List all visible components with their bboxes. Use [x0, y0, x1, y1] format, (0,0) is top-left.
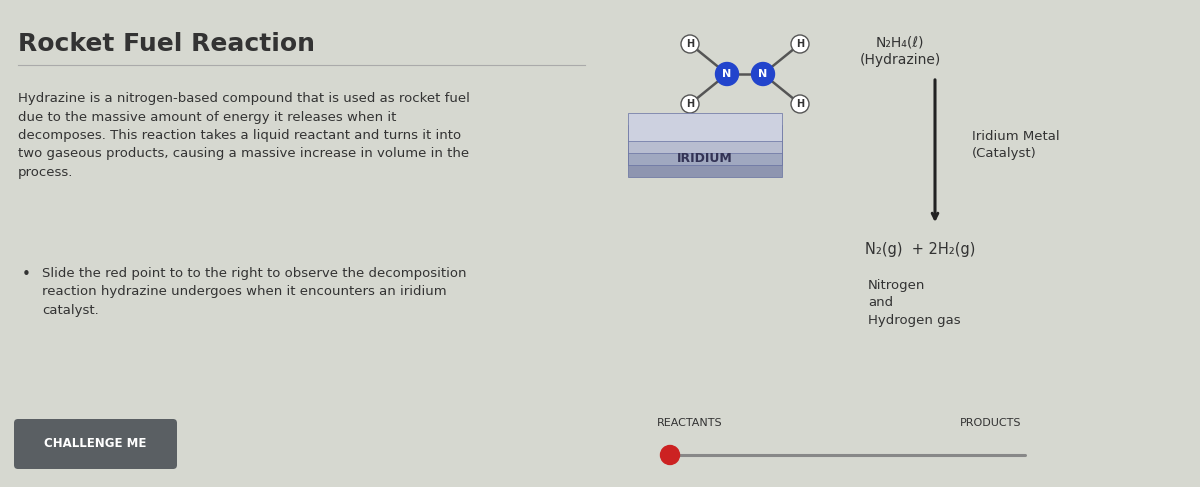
Text: Hydrazine is a nitrogen-based compound that is used as rocket fuel
due to the ma: Hydrazine is a nitrogen-based compound t…	[18, 92, 470, 179]
Text: Slide the red point to to the right to observe the decomposition
reaction hydraz: Slide the red point to to the right to o…	[42, 267, 467, 317]
Circle shape	[791, 95, 809, 113]
Text: Iridium Metal
(Catalyst): Iridium Metal (Catalyst)	[972, 130, 1060, 160]
Text: H: H	[686, 39, 694, 49]
Circle shape	[791, 35, 809, 53]
FancyBboxPatch shape	[628, 113, 782, 141]
Text: N: N	[758, 69, 768, 79]
Text: H: H	[686, 99, 694, 109]
Circle shape	[715, 62, 738, 86]
Text: REACTANTS: REACTANTS	[658, 418, 722, 428]
Circle shape	[682, 95, 698, 113]
FancyBboxPatch shape	[628, 149, 782, 177]
Circle shape	[751, 62, 774, 86]
Text: N₂(g)  + 2H₂(g): N₂(g) + 2H₂(g)	[865, 242, 976, 257]
Text: IRIDIUM: IRIDIUM	[677, 152, 733, 166]
Circle shape	[660, 446, 679, 465]
FancyBboxPatch shape	[628, 125, 782, 153]
Text: H: H	[796, 39, 804, 49]
Text: •: •	[22, 267, 31, 282]
Circle shape	[682, 35, 698, 53]
Text: Nitrogen
and
Hydrogen gas: Nitrogen and Hydrogen gas	[868, 279, 961, 327]
Text: H: H	[796, 99, 804, 109]
Text: N: N	[722, 69, 732, 79]
Text: Rocket Fuel Reaction: Rocket Fuel Reaction	[18, 32, 314, 56]
FancyBboxPatch shape	[628, 137, 782, 165]
FancyBboxPatch shape	[14, 419, 178, 469]
Text: CHALLENGE ME: CHALLENGE ME	[44, 437, 146, 450]
Text: N₂H₄(ℓ)
(Hydrazine): N₂H₄(ℓ) (Hydrazine)	[859, 35, 941, 67]
Text: PRODUCTS: PRODUCTS	[960, 418, 1021, 428]
